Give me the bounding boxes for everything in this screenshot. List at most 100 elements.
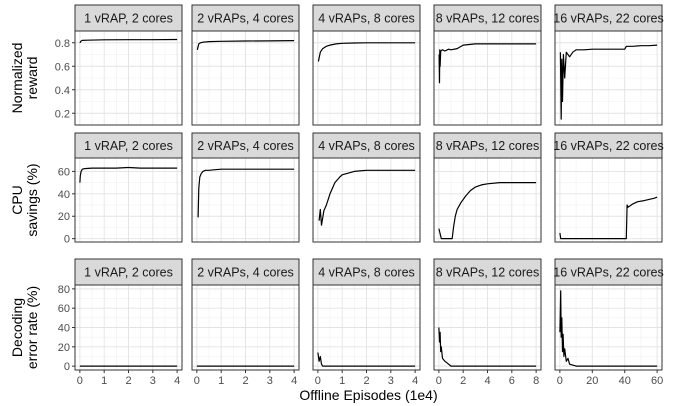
facet-strip-label: 2 vRAPs, 4 cores [197, 266, 294, 280]
x-tick-label: 2 [363, 375, 369, 387]
facet-strip [433, 258, 542, 286]
x-tick-label: 6 [509, 375, 515, 387]
x-tick-label: 4 [412, 375, 418, 387]
panel-border [554, 157, 663, 243]
facet-strip [433, 4, 542, 32]
x-tick-label: 0 [557, 375, 563, 387]
facet-strip-label: 4 vRAPs, 8 cores [318, 139, 415, 153]
facet-strip [554, 132, 663, 159]
facet-strip-label: 16 vRAPs, 22 cores [553, 139, 663, 153]
x-tick-label: 3 [388, 375, 394, 387]
facet-strip [191, 4, 300, 32]
series-line [317, 42, 416, 62]
y-tick-label: 80 [58, 284, 70, 296]
facet-strip [74, 4, 183, 32]
y-tick-label: 0.8 [55, 38, 70, 50]
facet-strip [191, 258, 300, 286]
x-tick-label: 4 [174, 375, 180, 387]
panel-border [74, 157, 183, 243]
panel-border [191, 157, 300, 243]
x-tick-label: 40 [619, 375, 631, 387]
panel-border [312, 30, 421, 126]
y-tick-label: 40 [58, 189, 70, 201]
x-tick-label: 4 [291, 375, 297, 387]
panel-border [433, 157, 542, 243]
facet-strip [74, 132, 183, 159]
row-0-ylabel-line-1: reward [24, 57, 40, 100]
facet-strip-label: 8 vRAPs, 12 cores [436, 139, 540, 153]
x-tick-label: 1 [218, 375, 224, 387]
facet-strip [312, 258, 421, 286]
series-line [197, 168, 295, 218]
panel-r1-c3: 8 vRAPs, 12 cores [433, 132, 542, 243]
x-tick-label: 0 [315, 375, 321, 387]
x-tick-label: 0 [194, 375, 200, 387]
facet-strip-label: 1 vRAP, 2 cores [84, 139, 173, 153]
row-0-ylabel-line-0: Normalized [9, 43, 25, 114]
series-line [438, 327, 537, 367]
facet-strip-label: 16 vRAPs, 22 cores [553, 12, 663, 26]
x-tick-label: 60 [651, 375, 663, 387]
facet-strip-label: 2 vRAPs, 4 cores [197, 12, 294, 26]
panel-r2-c1: 2 vRAPs, 4 cores 0 1 2 3 4 [191, 258, 300, 387]
panel-r2-c3: 8 vRAPs, 12 cores 0 2 4 6 8 [433, 258, 542, 387]
row-2-ylabel-line-0: Decoding [9, 298, 25, 357]
y-tick-label: 0.2 [55, 108, 70, 120]
series-line [438, 43, 537, 84]
facet-panels: 1 vRAP, 2 cores 0.2 0.4 0.6 0.8 2 vRAPs, 4 co… [55, 4, 664, 387]
panel-r1-c2: 4 vRAPs, 8 cores [312, 132, 421, 243]
panel-r1-c4: 16 vRAPs, 22 cores [553, 132, 664, 243]
y-tick-label: 0 [64, 234, 70, 246]
y-tick-label: 0.6 [55, 61, 70, 73]
facet-strip [191, 132, 300, 159]
panel-r0-c1: 2 vRAPs, 4 cores [191, 4, 300, 126]
row-1-ylabel-line-0: CPU [9, 185, 25, 215]
series-line [79, 38, 178, 44]
series-line [559, 290, 658, 367]
facet-strip-label: 8 vRAPs, 12 cores [436, 12, 540, 26]
panel-border [191, 30, 300, 126]
facet-strip [312, 4, 421, 32]
facet-strip-label: 1 vRAP, 2 cores [84, 12, 173, 26]
panel-r2-c4: 16 vRAPs, 22 cores 0 20 40 60 [553, 258, 664, 387]
facet-strip-label: 4 vRAPs, 8 cores [318, 12, 415, 26]
panel-r0-c3: 8 vRAPs, 12 cores [433, 4, 542, 126]
x-axis-title: Offline Episodes (1e4) [299, 387, 437, 403]
facet-strip-label: 4 vRAPs, 8 cores [318, 266, 415, 280]
facet-strip-label: 1 vRAP, 2 cores [84, 266, 173, 280]
panel-r1-c0: 1 vRAP, 2 cores 0 20 40 60 [58, 132, 183, 246]
x-tick-label: 0 [77, 375, 83, 387]
panel-border [433, 30, 542, 126]
facet-strip-label: 8 vRAPs, 12 cores [436, 266, 540, 280]
row-2-ylabel-line-1: error rate (%) [24, 286, 40, 369]
y-tick-label: 0.4 [55, 85, 70, 97]
panel-r0-c4: 16 vRAPs, 22 cores [553, 4, 664, 126]
x-tick-label: 8 [533, 375, 539, 387]
x-tick-label: 1 [101, 375, 107, 387]
row-axis-titles: Normalized reward CPU savings (%) Decoding er… [9, 43, 40, 370]
series-line [559, 196, 658, 240]
row-1-ylabel-line-1: savings (%) [24, 163, 40, 236]
facet-strip-label: 16 vRAPs, 22 cores [553, 266, 663, 280]
y-tick-label: 0 [64, 361, 70, 373]
x-tick-label: 0 [436, 375, 442, 387]
x-tick-label: 2 [125, 375, 131, 387]
panel-r2-c0: 1 vRAP, 2 cores 0 20 40 60 80 0 1 2 3 4 [58, 258, 183, 387]
x-tick-label: 3 [267, 375, 273, 387]
y-tick-label: 40 [58, 323, 70, 335]
panel-border [554, 30, 663, 126]
x-tick-label: 20 [586, 375, 598, 387]
panel-r1-c1: 2 vRAPs, 4 cores [191, 132, 300, 243]
series-line [196, 40, 295, 50]
y-tick-label: 20 [58, 211, 70, 223]
facet-strip [74, 258, 183, 286]
x-tick-label: 2 [242, 375, 248, 387]
series-line [559, 44, 658, 120]
x-tick-label: 1 [339, 375, 345, 387]
series-line [317, 352, 416, 367]
series-line [318, 169, 416, 226]
panel-r0-c0: 1 vRAP, 2 cores 0.2 0.4 0.6 0.8 [55, 4, 183, 126]
panel-r2-c2: 4 vRAPs, 8 cores 0 1 2 3 4 [312, 258, 421, 387]
facet-strip-label: 2 vRAPs, 4 cores [197, 139, 294, 153]
